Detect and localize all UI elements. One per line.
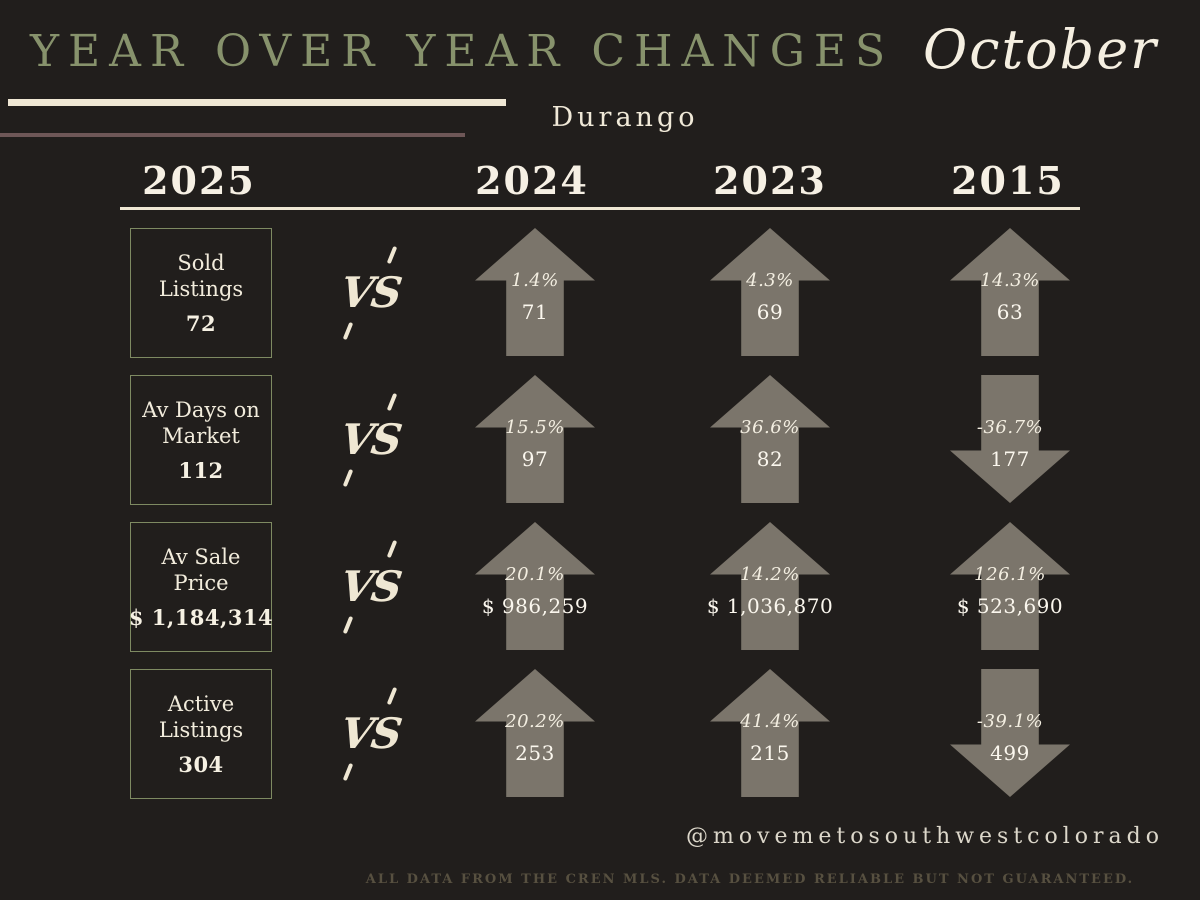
arrow-down-icon xyxy=(950,669,1070,797)
mauve-divider-bar xyxy=(0,133,465,137)
comparison-2015: 14.3% 63 xyxy=(950,228,1070,356)
metric-label: Av Sale Price xyxy=(161,544,241,595)
metric-current-value: $ 1,184,314 xyxy=(128,605,274,631)
comparison-2023: 4.3% 69 xyxy=(710,228,830,356)
metric-label: Active Listings xyxy=(158,691,244,742)
comparison-2023: 36.6% 82 xyxy=(710,375,830,503)
vs-mark: VS xyxy=(328,228,412,356)
data-disclaimer: ALL DATA FROM THE CREN MLS. DATA DEEMED … xyxy=(365,872,1135,887)
vs-text: VS xyxy=(337,414,403,464)
metric-row-sold-listings: Sold Listings 72 VS 1.4% 71 4.3% 69 14 xyxy=(0,228,1200,358)
arrow-up-icon xyxy=(950,228,1070,356)
metric-current-value: 72 xyxy=(185,311,217,337)
metric-box: Active Listings 304 xyxy=(130,669,272,799)
arrow-up-icon xyxy=(475,228,595,356)
metric-row-av-sale-price: Av Sale Price $ 1,184,314 VS 20.1% $ 986… xyxy=(0,522,1200,652)
vs-slash-bottom-icon xyxy=(342,762,354,782)
comparison-2024: 1.4% 71 xyxy=(475,228,595,356)
vs-slash-bottom-icon xyxy=(342,321,354,341)
vs-slash-top-icon xyxy=(386,539,398,559)
cream-divider-bar xyxy=(8,99,506,106)
vs-text: VS xyxy=(337,561,403,611)
arrow-up-icon xyxy=(475,669,595,797)
vs-slash-top-icon xyxy=(386,686,398,706)
arrow-up-icon xyxy=(710,228,830,356)
arrow-up-icon xyxy=(710,669,830,797)
column-header-2023: 2023 xyxy=(713,158,827,203)
arrow-up-icon xyxy=(950,522,1070,650)
vs-text: VS xyxy=(337,708,403,758)
arrow-up-icon xyxy=(475,375,595,503)
metric-row-active-listings: Active Listings 304 VS 20.2% 253 41.4% 2… xyxy=(0,669,1200,799)
metric-box: Av Days on Market 112 xyxy=(130,375,272,505)
comparison-2015: 126.1% $ 523,690 xyxy=(950,522,1070,650)
comparison-2024: 20.2% 253 xyxy=(475,669,595,797)
column-header-2025: 2025 xyxy=(142,158,256,203)
vs-mark: VS xyxy=(328,375,412,503)
page-title: YEAR OVER YEAR CHANGES xyxy=(30,26,895,77)
comparison-2023: 14.2% $ 1,036,870 xyxy=(707,522,833,650)
vs-mark: VS xyxy=(328,522,412,650)
vs-text: VS xyxy=(337,267,403,317)
vs-slash-top-icon xyxy=(386,392,398,412)
comparison-2015: -36.7% 177 xyxy=(950,375,1070,503)
metric-row-av-days-on-market: Av Days on Market 112 VS 15.5% 97 36.6% … xyxy=(0,375,1200,505)
arrow-up-icon xyxy=(710,375,830,503)
vs-slash-bottom-icon xyxy=(342,468,354,488)
comparison-2024: 20.1% $ 986,259 xyxy=(475,522,595,650)
location-label: Durango xyxy=(551,102,699,133)
month-label: October xyxy=(922,18,1158,81)
metric-box: Av Sale Price $ 1,184,314 xyxy=(128,522,274,652)
comparison-2023: 41.4% 215 xyxy=(710,669,830,797)
arrow-up-icon xyxy=(475,522,595,650)
metric-current-value: 304 xyxy=(178,752,224,778)
social-handle: @movemetosouthwestcolorado xyxy=(685,824,1164,849)
metric-current-value: 112 xyxy=(178,458,224,484)
comparison-2024: 15.5% 97 xyxy=(475,375,595,503)
header-underline xyxy=(120,207,1080,210)
vs-mark: VS xyxy=(328,669,412,797)
comparison-2015: -39.1% 499 xyxy=(950,669,1070,797)
metric-label: Sold Listings xyxy=(158,250,244,301)
column-header-2024: 2024 xyxy=(475,158,589,203)
metric-label: Av Days on Market xyxy=(142,397,260,448)
vs-slash-top-icon xyxy=(386,245,398,265)
metric-box: Sold Listings 72 xyxy=(130,228,272,358)
vs-slash-bottom-icon xyxy=(342,615,354,635)
column-header-2015: 2015 xyxy=(951,158,1065,203)
arrow-down-icon xyxy=(950,375,1070,503)
arrow-up-icon xyxy=(710,522,830,650)
